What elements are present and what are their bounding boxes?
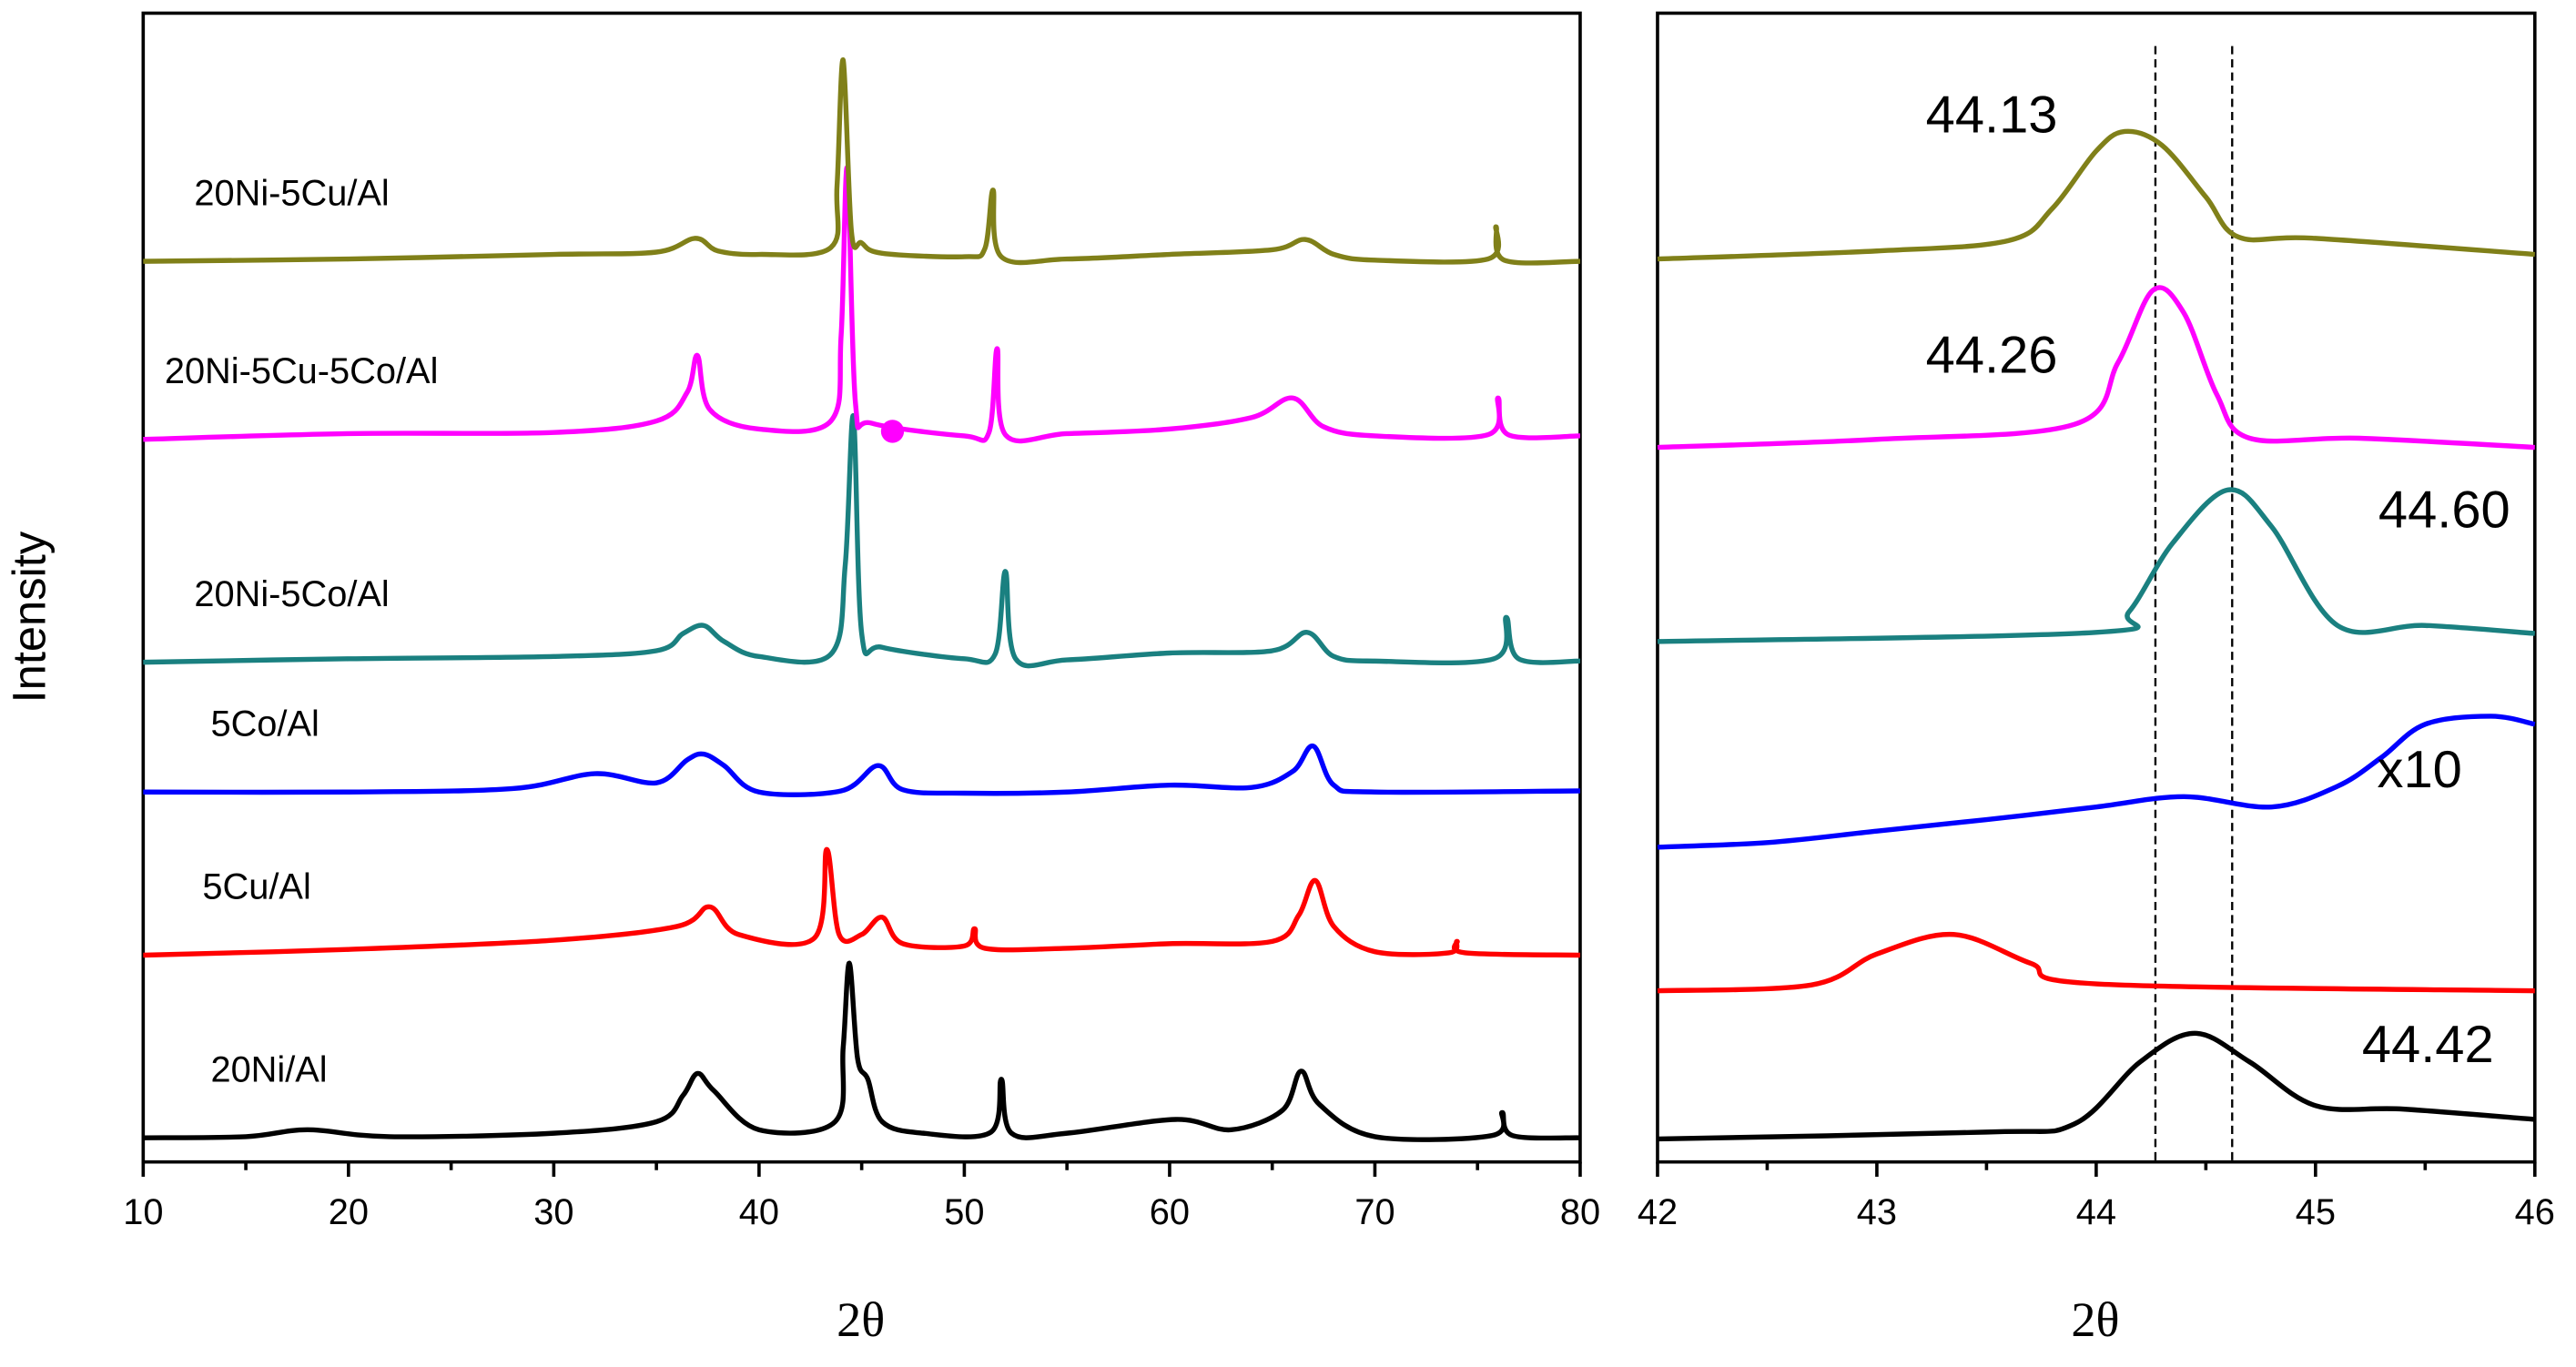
x-tick-label: 20: [329, 1192, 369, 1232]
data-line: [143, 413, 1581, 669]
x-tick-label: 50: [944, 1192, 984, 1232]
x-tick-label: 70: [1354, 1192, 1394, 1232]
series-label: 5Cu/Al: [202, 867, 310, 907]
data-line: [143, 57, 1581, 266]
annotation: 44.26: [1926, 326, 2058, 384]
series-label: 5Co/Al: [210, 704, 319, 744]
x-tick-label: 43: [1857, 1192, 1897, 1232]
data-line: [143, 846, 1581, 958]
x-axis-title: 2θ: [2071, 1292, 2119, 1347]
annotation: 44.42: [2362, 1016, 2494, 1074]
series-label: 20Ni-5Cu-5Co/Al: [165, 351, 439, 391]
data-line: [143, 744, 1580, 797]
data-line: [1657, 285, 2535, 451]
x-tick-label: 60: [1150, 1192, 1190, 1232]
series-label: 20Ni-5Cu/Al: [194, 173, 389, 213]
series-label: 20Ni/Al: [210, 1049, 327, 1089]
x-axis-title: 2θ: [837, 1292, 885, 1347]
data-line: [143, 165, 1581, 444]
data-line: [143, 960, 1581, 1142]
series-label: 20Ni-5Co/Al: [194, 574, 389, 614]
x-tick-label: 46: [2515, 1192, 2555, 1232]
x-tick-label: 44: [2076, 1192, 2116, 1232]
marker: [880, 420, 905, 443]
x-tick-label: 80: [1560, 1192, 1600, 1232]
data-line: [1657, 487, 2535, 644]
annotation: x10: [2378, 741, 2462, 799]
y-axis-title: Intensity: [4, 531, 56, 703]
data-line: [1657, 714, 2536, 850]
x-tick-label: 42: [1638, 1192, 1678, 1232]
annotation: 44.13: [1926, 86, 2058, 144]
data-line: [1657, 128, 2535, 262]
x-tick-label: 40: [739, 1192, 779, 1232]
x-tick-label: 10: [123, 1192, 163, 1232]
x-tick-label: 45: [2296, 1192, 2336, 1232]
data-line: [1657, 931, 2535, 994]
data-line: [1657, 1030, 2536, 1142]
annotation: 44.60: [2378, 481, 2510, 539]
x-tick-label: 30: [533, 1192, 573, 1232]
